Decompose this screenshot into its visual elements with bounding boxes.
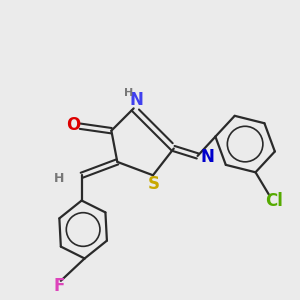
Text: S: S [148, 175, 160, 193]
Text: N: N [200, 148, 214, 166]
Text: N: N [129, 91, 143, 109]
Text: Cl: Cl [265, 192, 283, 210]
Text: H: H [54, 172, 64, 185]
Text: O: O [67, 116, 81, 134]
Text: F: F [54, 277, 65, 295]
Text: H: H [124, 88, 133, 98]
